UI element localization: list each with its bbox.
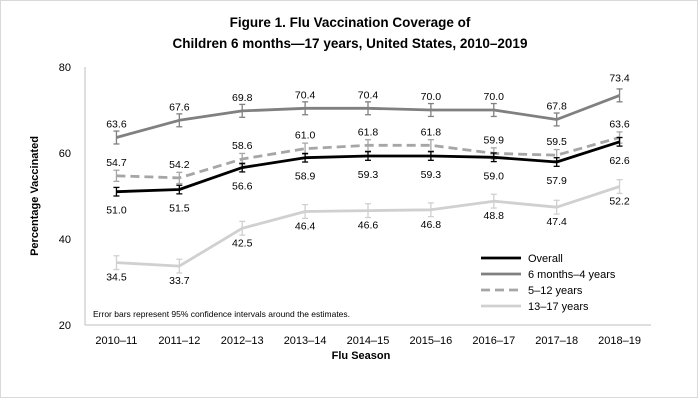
data-label: 67.6 xyxy=(169,101,190,113)
legend-label: Overall xyxy=(528,253,563,265)
data-label: 62.6 xyxy=(609,155,630,167)
x-tick-label: 2014–15 xyxy=(347,335,390,347)
data-label: 46.8 xyxy=(421,219,442,231)
data-label: 59.3 xyxy=(358,169,379,181)
data-label: 46.6 xyxy=(358,220,379,232)
data-label: 70.4 xyxy=(358,89,379,101)
series-1: 63.6 67.6 69.8 70.4 70.4 70.0 70.0 67.8 73.4 xyxy=(106,72,630,145)
chart-legend: Overall 6 months–4 years 5–12 years 13–17 y… xyxy=(481,253,616,313)
y-axis-title: Percentage Vaccinated xyxy=(29,136,41,256)
figure-frame: Figure 1. Flu Vaccination Coverage of Ch… xyxy=(0,0,698,398)
data-label: 51.0 xyxy=(106,205,127,217)
data-label: 56.6 xyxy=(232,181,253,193)
series-line xyxy=(116,136,620,180)
series-0: 51.0 51.5 56.6 58.9 59.3 59.3 59.0 57.9 62.6 xyxy=(106,136,630,217)
data-label: 58.6 xyxy=(232,140,253,152)
data-label: 63.6 xyxy=(609,119,630,131)
data-label: 42.5 xyxy=(232,237,253,249)
x-tick-label: 2012–13 xyxy=(221,335,264,347)
chart-title: Figure 1. Flu Vaccination Coverage of xyxy=(230,15,471,30)
series-line xyxy=(116,140,621,194)
y-tick-label: 20 xyxy=(59,320,71,332)
data-label: 33.7 xyxy=(169,275,190,287)
data-label: 63.6 xyxy=(106,119,127,131)
series-3: 34.5 33.7 42.5 46.4 46.6 46.8 48.8 47.4 52.2 xyxy=(106,179,630,287)
y-tick-label: 40 xyxy=(59,234,71,246)
line-chart: Figure 1. Flu Vaccination Coverage of Ch… xyxy=(29,15,651,362)
chart-subtitle: Children 6 months—17 years, United State… xyxy=(173,36,528,51)
data-label: 69.8 xyxy=(232,92,253,104)
x-tick-label: 2011–12 xyxy=(158,335,200,347)
data-label: 54.7 xyxy=(106,157,127,169)
ci-note: Error bars represent 95% confidence inte… xyxy=(93,309,350,319)
data-label: 67.8 xyxy=(546,100,567,112)
data-label: 51.5 xyxy=(169,203,190,215)
data-label: 61.0 xyxy=(295,130,316,142)
data-label: 57.9 xyxy=(546,175,567,187)
data-label: 70.0 xyxy=(421,91,442,103)
data-label: 73.4 xyxy=(609,72,630,84)
series-line xyxy=(116,94,621,139)
data-label: 54.2 xyxy=(169,159,190,171)
x-tick-label: 2016–17 xyxy=(472,335,515,347)
x-tick-label: 2018–19 xyxy=(598,335,641,347)
data-label: 59.0 xyxy=(484,170,505,182)
x-tick-label: 2017–18 xyxy=(535,335,578,347)
data-label: 59.3 xyxy=(421,169,442,181)
data-label: 70.4 xyxy=(295,89,316,101)
data-label: 48.8 xyxy=(484,210,505,222)
y-tick-label: 80 xyxy=(59,62,71,74)
x-tick-label: 2010–11 xyxy=(95,335,137,347)
legend-label: 13–17 years xyxy=(528,301,589,313)
y-tick-label: 60 xyxy=(59,148,71,160)
data-label: 58.9 xyxy=(295,171,316,183)
legend-label: 5–12 years xyxy=(528,285,583,297)
data-label: 46.4 xyxy=(295,220,316,232)
data-label: 70.0 xyxy=(484,91,505,103)
data-label: 59.9 xyxy=(484,134,505,146)
plot-area: 34.5 33.7 42.5 46.4 46.6 46.8 48.8 47.4 52.2 54.7… xyxy=(106,72,630,287)
series-2: 54.7 54.2 58.6 61.0 61.8 61.8 59.9 59.5 63.6 xyxy=(106,119,630,185)
data-label: 52.2 xyxy=(609,196,630,208)
data-label: 47.4 xyxy=(546,216,567,228)
data-label: 34.5 xyxy=(106,272,127,284)
series-line xyxy=(116,185,621,268)
data-label: 61.8 xyxy=(421,126,442,138)
legend-label: 6 months–4 years xyxy=(528,269,616,281)
x-tick-label: 2015–16 xyxy=(409,335,452,347)
x-tick-label: 2013–14 xyxy=(284,335,327,347)
x-axis-title: Flu Season xyxy=(332,350,391,362)
data-label: 61.8 xyxy=(358,126,379,138)
data-label: 59.5 xyxy=(546,136,567,148)
